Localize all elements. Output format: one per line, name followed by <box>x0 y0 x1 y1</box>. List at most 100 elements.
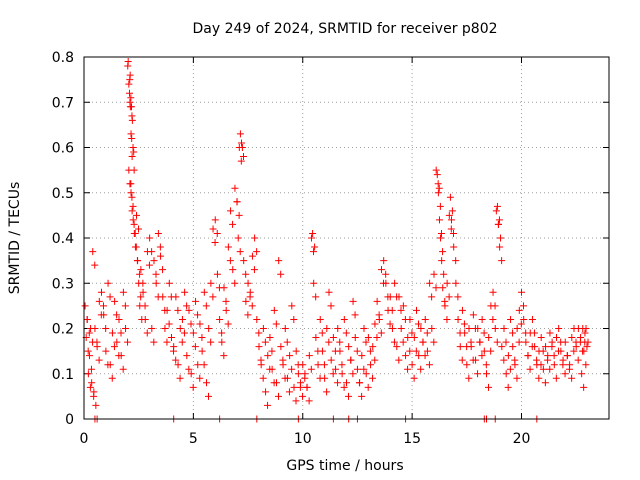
data-point <box>369 374 377 382</box>
data-point <box>268 365 276 373</box>
data-point <box>550 352 558 360</box>
data-point <box>146 234 154 242</box>
data-point <box>183 302 191 310</box>
data-point <box>340 383 348 391</box>
data-point <box>570 347 578 355</box>
data-point <box>128 116 136 124</box>
data-point <box>309 229 317 237</box>
data-point <box>474 370 482 378</box>
data-point <box>246 288 254 296</box>
data-point <box>334 325 342 332</box>
data-point <box>433 171 441 179</box>
data-point <box>255 329 263 337</box>
data-point <box>552 374 560 382</box>
data-point <box>318 347 326 355</box>
data-point <box>327 356 335 364</box>
data-point <box>410 334 418 342</box>
data-point <box>279 361 287 369</box>
data-point <box>480 347 488 355</box>
chart-title: Day 249 of 2024, SRMTID for receiver p80… <box>192 21 497 37</box>
data-point <box>338 370 346 378</box>
data-point <box>216 315 224 323</box>
data-point <box>493 338 501 346</box>
data-point <box>205 392 212 400</box>
data-point <box>343 379 350 387</box>
data-point <box>163 306 171 314</box>
data-point <box>191 343 199 351</box>
data-point <box>329 370 337 378</box>
data-point <box>482 361 490 369</box>
data-point <box>318 329 326 337</box>
data-point <box>580 347 588 355</box>
data-point <box>89 248 97 256</box>
data-point <box>371 320 379 328</box>
data-point <box>509 329 517 337</box>
data-point <box>340 315 348 323</box>
data-point <box>563 352 571 360</box>
data-point <box>128 207 136 215</box>
data-point <box>492 207 500 215</box>
data-point <box>104 279 112 287</box>
data-point <box>90 388 98 396</box>
data-point <box>417 365 425 373</box>
data-point <box>137 266 145 274</box>
data-point <box>397 306 405 314</box>
data-point <box>502 338 510 346</box>
data-point <box>469 311 477 319</box>
data-point <box>242 297 250 305</box>
data-point <box>349 297 357 305</box>
data-point <box>290 315 298 323</box>
data-point <box>259 325 267 332</box>
data-point <box>408 361 416 369</box>
data-point <box>200 361 208 369</box>
data-point <box>323 388 331 396</box>
data-point <box>515 338 523 346</box>
data-point <box>417 325 425 332</box>
data-point <box>448 207 456 215</box>
data-point <box>388 306 396 314</box>
data-point <box>568 374 576 382</box>
data-point <box>227 207 235 215</box>
data-point <box>425 361 433 369</box>
data-point <box>226 257 234 265</box>
data-point <box>325 288 333 296</box>
data-point <box>194 311 202 319</box>
data-point <box>406 347 414 355</box>
data-point <box>165 279 173 287</box>
data-point <box>172 356 180 364</box>
data-point <box>250 266 258 274</box>
data-point <box>128 134 136 142</box>
data-point <box>397 325 405 332</box>
data-point <box>373 334 381 342</box>
data-point <box>178 338 186 346</box>
data-point <box>415 352 423 360</box>
data-point <box>349 370 357 378</box>
data-point <box>395 356 403 364</box>
data-point <box>506 365 514 373</box>
data-point <box>264 352 272 360</box>
data-point <box>541 379 549 387</box>
data-point <box>139 279 147 287</box>
data-point <box>124 58 132 66</box>
data-point <box>127 94 135 102</box>
data-point <box>257 361 265 369</box>
data-point <box>264 401 272 409</box>
data-point <box>423 329 431 337</box>
data-point <box>198 334 206 342</box>
data-point <box>141 302 149 310</box>
data-point <box>542 343 550 351</box>
data-point <box>332 365 340 373</box>
data-point <box>121 302 129 310</box>
data-point <box>108 329 116 337</box>
data-point <box>253 315 261 323</box>
data-point <box>334 379 342 387</box>
data-point <box>537 334 545 342</box>
y-tick-label: 0.5 <box>52 186 74 202</box>
data-point <box>126 180 134 188</box>
data-point <box>439 284 447 292</box>
data-point <box>353 347 361 355</box>
x-tick-label: 5 <box>189 431 198 447</box>
data-point <box>404 365 412 373</box>
data-point <box>390 338 398 346</box>
data-point <box>577 334 585 342</box>
